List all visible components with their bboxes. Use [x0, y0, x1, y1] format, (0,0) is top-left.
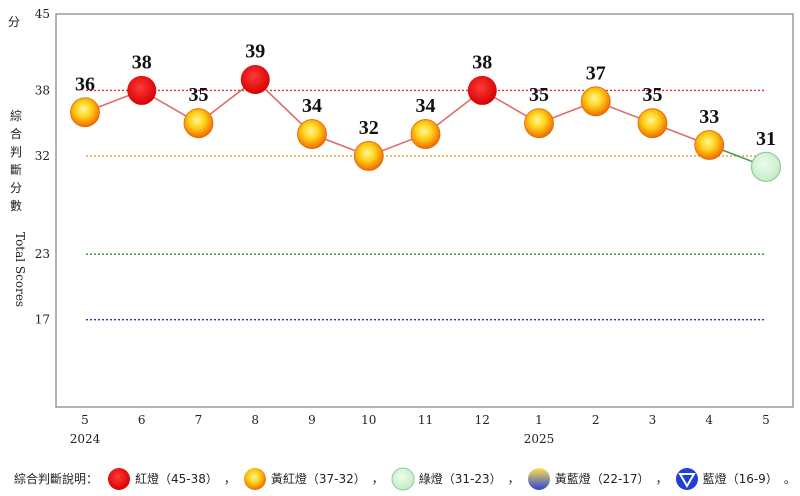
- y-axis-title-en: Total Scores: [13, 232, 27, 307]
- series-markers: [70, 65, 782, 182]
- y-tick-label: 17: [35, 313, 50, 327]
- x-tick-label: 4: [705, 413, 713, 427]
- marker-yellow-red: [694, 130, 725, 160]
- x-tick-label: 11: [418, 413, 433, 427]
- plot-frame: [55, 13, 794, 408]
- y-axis-title-char: 合: [10, 126, 22, 141]
- y-tick-labels: 17 23 32 38 45: [35, 7, 50, 327]
- x-tick-label: 7: [195, 413, 203, 427]
- value-label: 36: [75, 73, 95, 95]
- marker-red: [467, 75, 497, 105]
- marker-yellow-red: [637, 108, 668, 139]
- y-axis-title-char: 斷: [10, 163, 22, 177]
- value-label: 34: [416, 95, 436, 117]
- y-axis-title-char: 判: [10, 145, 22, 159]
- value-label: 38: [132, 51, 152, 73]
- y-tick-label: 23: [35, 247, 50, 261]
- legend-separator: ，: [371, 472, 384, 486]
- marker-red: [127, 75, 157, 105]
- x-tick-label: 6: [138, 413, 146, 427]
- legend-item-green: 綠燈（31-23）: [390, 466, 502, 492]
- marker-yellow-red: [183, 108, 214, 139]
- legend-separator: ，: [223, 472, 236, 486]
- legend-separator: ，: [655, 472, 668, 486]
- legend-item-red: 紅燈（45-38）: [106, 466, 218, 492]
- marker-red: [240, 65, 270, 94]
- legend-item-blue: 藍燈（16-9）: [674, 466, 778, 492]
- y-tick-label: 38: [35, 83, 50, 97]
- x-tick-label: 10: [361, 413, 376, 427]
- x-tick-label: 8: [251, 413, 259, 427]
- value-label: 32: [359, 117, 379, 139]
- marker-yellow-red: [353, 141, 384, 171]
- x-tick-label: 12: [475, 413, 490, 427]
- y-axis-title-char: 綜: [10, 109, 22, 123]
- legend-label-green: 綠燈（31-23）: [418, 472, 502, 486]
- threshold-lines: [86, 89, 765, 321]
- value-label: 31: [756, 128, 776, 150]
- value-label: 33: [699, 106, 719, 128]
- marker-green: [750, 151, 782, 182]
- legend-item-yellow-red: 黃紅燈（37-32）: [242, 466, 366, 492]
- x-tick-label: 2: [592, 413, 600, 427]
- marker-yellow-red: [70, 97, 100, 128]
- value-label: 35: [529, 84, 549, 106]
- value-label: 39: [245, 41, 265, 63]
- y-axis-title-char: 數: [10, 199, 22, 213]
- value-label: 34: [302, 95, 322, 117]
- x-tick-label: 5: [762, 413, 770, 427]
- y-tick-label: 32: [35, 149, 50, 163]
- x-tick-label: 1: [535, 413, 543, 427]
- legend-end-mark: 。: [783, 472, 796, 486]
- x-year-label: 2025: [524, 432, 555, 446]
- x-tick-label: 5: [81, 413, 89, 427]
- marker-yellow-red: [297, 119, 327, 149]
- legend-label-red: 紅燈（45-38）: [135, 472, 218, 486]
- value-label: 35: [643, 84, 663, 106]
- legend-title: 綜合判斷說明：: [14, 472, 99, 486]
- legend-label-blue: 藍燈（16-9）: [702, 472, 778, 486]
- value-label: 37: [586, 62, 606, 84]
- value-label: 35: [189, 84, 209, 106]
- legend-label-yellow-red: 黃紅燈（37-32）: [270, 472, 366, 486]
- red-light-icon: [108, 467, 131, 490]
- legend-item-yellow-blue: 黃藍燈（22-17）: [526, 466, 650, 492]
- legend-separator: ，: [507, 472, 520, 486]
- blue-light-icon: [675, 467, 698, 490]
- y-unit-label: 分: [8, 15, 20, 29]
- x-year-label: 2024: [70, 432, 101, 446]
- y-axis-title-char: 分: [10, 181, 22, 195]
- y-tick-label: 45: [35, 7, 50, 21]
- legend: 綜合判斷說明： 紅燈（45-38） ， 黃紅燈（37-32） ， 綠燈（31-2…: [0, 461, 800, 496]
- yellow-blue-light-icon: [527, 467, 550, 490]
- marker-yellow-red: [410, 119, 441, 149]
- value-label: 38: [472, 51, 492, 73]
- legend-label-yellow-blue: 黃藍燈（22-17）: [554, 472, 650, 486]
- value-labels: 36 38 35 39 34 32 34 38 35 37 35 33 31: [75, 41, 776, 150]
- yellow-red-light-icon: [243, 467, 266, 490]
- green-light-icon: [391, 467, 415, 490]
- marker-yellow-red: [524, 108, 554, 139]
- x-tick-label: 3: [649, 413, 657, 427]
- x-tick-label: 9: [308, 413, 316, 427]
- marker-yellow-red: [580, 86, 611, 117]
